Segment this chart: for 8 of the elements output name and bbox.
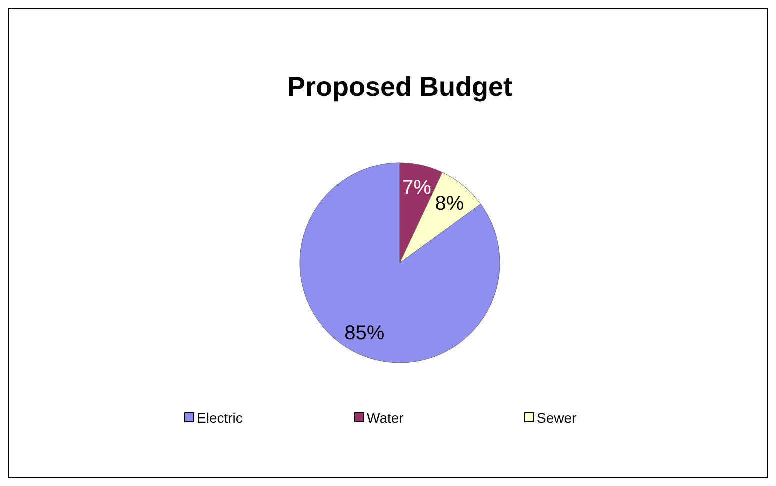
pie-slice (300, 162, 500, 364)
legend-label: Electric (197, 410, 243, 426)
legend-label: Sewer (537, 410, 578, 426)
data-label: 85% (344, 322, 385, 344)
chart-title: Proposed Budget (287, 72, 513, 102)
legend-label: Water (367, 410, 404, 426)
data-label: 8% (435, 192, 464, 215)
data-label: 7% (402, 176, 432, 199)
